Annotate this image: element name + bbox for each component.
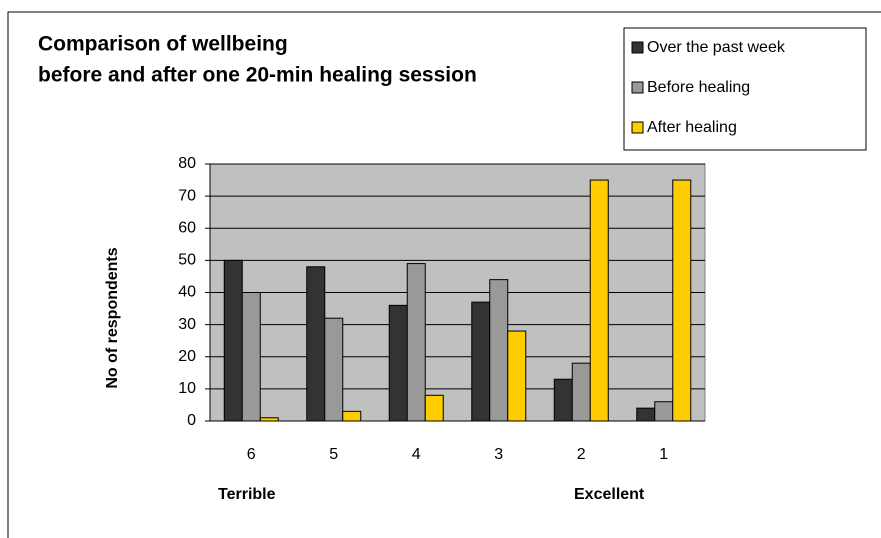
x-tick-label: 3: [494, 446, 503, 463]
bar: [241, 292, 261, 422]
legend-swatch: [631, 41, 644, 54]
y-tick-label: 80: [178, 155, 196, 172]
bar: [553, 378, 573, 422]
y-tick-label: 60: [178, 219, 196, 236]
x-tick-label: 6: [247, 446, 256, 463]
legend-swatch: [631, 81, 644, 94]
legend-box: [623, 27, 867, 151]
bar: [471, 301, 491, 422]
bar: [571, 362, 591, 422]
legend-swatch: [631, 121, 644, 134]
bar: [589, 179, 609, 422]
chart-title-line: Comparison of wellbeing: [38, 33, 288, 56]
bar: [223, 259, 243, 422]
annotation: Excellent: [574, 486, 645, 503]
chart-title-line: before and after one 20-min healing sess…: [38, 64, 477, 87]
y-tick-label: 40: [178, 284, 196, 301]
y-tick-label: 0: [187, 412, 196, 429]
bar: [672, 179, 692, 422]
y-axis-label: No of respondents: [104, 247, 121, 388]
y-tick-label: 30: [178, 316, 196, 333]
legend-label: After healing: [647, 119, 737, 136]
bar: [306, 266, 326, 422]
bar: [424, 394, 444, 422]
x-tick-label: 5: [329, 446, 338, 463]
x-tick-label: 4: [412, 446, 421, 463]
bar: [654, 401, 674, 422]
bar: [259, 417, 279, 422]
bar: [636, 407, 656, 422]
y-tick-label: 50: [178, 252, 196, 269]
bar: [324, 317, 344, 422]
y-tick-label: 70: [178, 187, 196, 204]
y-tick-label: 10: [178, 380, 196, 397]
annotation: Terrible: [218, 486, 276, 503]
bar: [388, 304, 408, 422]
x-tick-label: 1: [659, 446, 668, 463]
bar: [489, 279, 509, 422]
x-tick-label: 2: [577, 446, 586, 463]
legend-label: Over the past week: [647, 39, 786, 56]
y-tick-label: 20: [178, 348, 196, 365]
bar: [507, 330, 527, 422]
bar: [406, 263, 426, 422]
legend-label: Before healing: [647, 79, 750, 96]
bar: [342, 410, 362, 422]
